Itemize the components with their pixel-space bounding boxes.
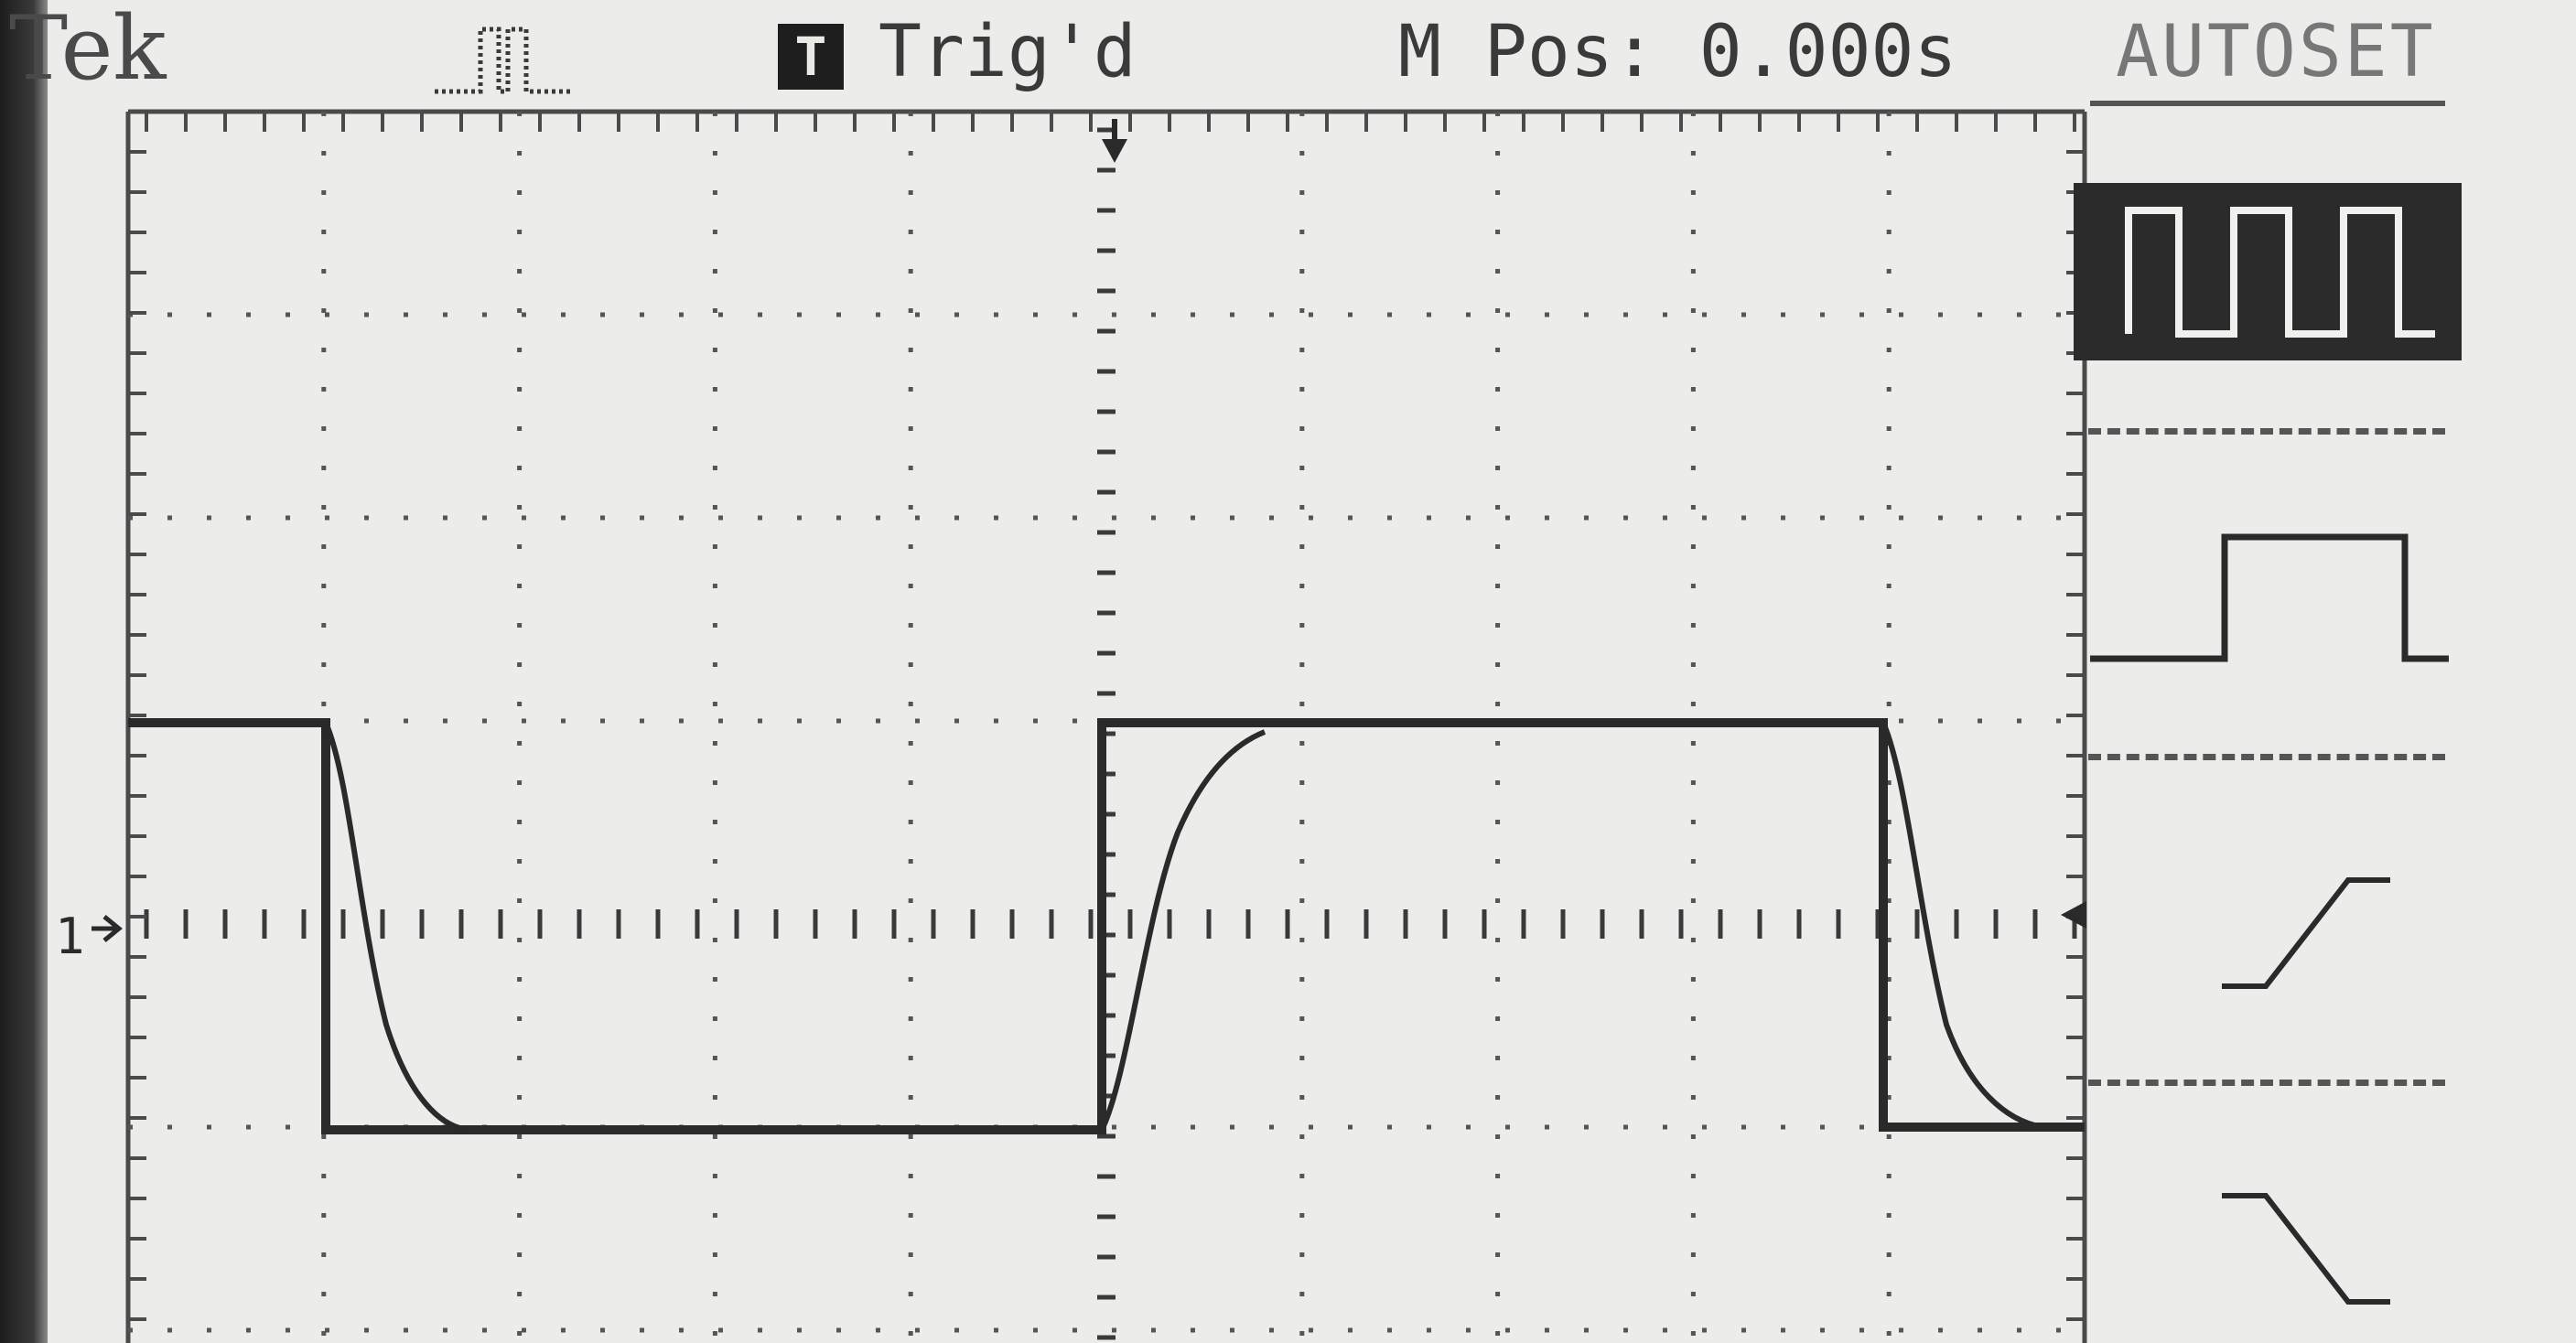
menu-separator (2088, 754, 2445, 760)
trigger-status: Trig'd (878, 11, 1137, 93)
menu-item-single-cycle[interactable] (2074, 526, 2462, 672)
trigger-badge: T (778, 24, 844, 90)
falling-edge-icon (2222, 1193, 2390, 1305)
menu-separator (2088, 1080, 2445, 1086)
menu-item-multi-cycle[interactable] (2074, 183, 2462, 360)
trigger-level-marker (2061, 901, 2086, 929)
menu-title-underline (2090, 101, 2445, 106)
ideal-square-trace (128, 718, 2085, 1134)
grid-lines (128, 112, 2085, 1343)
rising-edge-icon (2222, 877, 2390, 989)
menu-separator (2088, 428, 2445, 435)
filtered-response-trace (323, 721, 2043, 1133)
single-cycle-pulse-icon (2090, 533, 2449, 662)
trigger-position-marker (1102, 119, 1127, 163)
acquisition-pulse-icon (435, 27, 572, 94)
menu-item-rising-edge[interactable] (2074, 869, 2462, 997)
svg-text:1: 1 (55, 908, 85, 965)
autoset-menu-title: AUTOSET (2116, 11, 2436, 93)
multi-cycle-square-wave-icon (2125, 207, 2435, 338)
channel-1-ground-marker: 1 (55, 908, 123, 965)
screen-bezel (0, 0, 48, 1343)
waveform-graticule: 1 (55, 109, 2087, 1343)
menu-item-falling-edge[interactable] (2074, 1185, 2462, 1313)
main-position-readout: M Pos: 0.000s (1398, 11, 1957, 93)
brand-logo: Tek (9, 0, 167, 100)
